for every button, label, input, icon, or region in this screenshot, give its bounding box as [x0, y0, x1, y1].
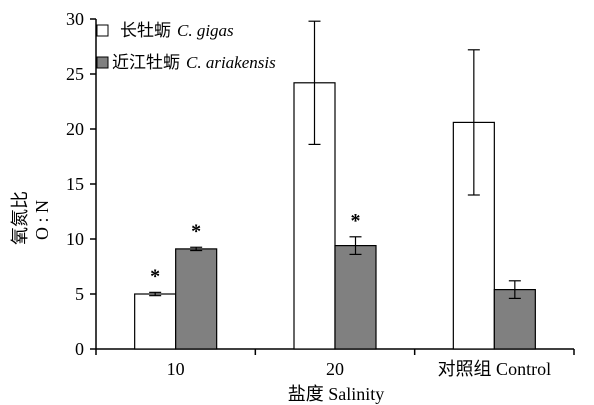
bar-s2-c3: [493, 289, 536, 350]
legend-label-series-2: 近江牡蛎 C. ariakensis: [112, 53, 276, 72]
x-axis-title: 盐度 Salinity: [288, 384, 385, 404]
y-tick-label-25: 25: [66, 64, 84, 84]
y-axis-title-line1: 氧氮比: [10, 191, 30, 245]
x-tick-label-2: 对照组 Control: [438, 359, 552, 379]
bars: * * *: [134, 20, 536, 350]
y-tick-label-15: 15: [66, 174, 84, 194]
legend-label-series-1: 长牡蛎 C. gigas: [120, 21, 234, 40]
y-tick-label-20: 20: [66, 119, 84, 139]
y-axis-title-line2: O : N: [32, 200, 52, 240]
legend-swatch-series-2: [96, 56, 109, 69]
x-tick-label-1: 20: [326, 359, 344, 379]
y-tick-label-5: 5: [75, 284, 84, 304]
significance-marker-s1-c1: *: [150, 265, 160, 287]
y-tick-label-0: 0: [75, 339, 84, 359]
legend-swatch-series-1: [96, 24, 109, 37]
bar-s2-c2: [334, 245, 377, 350]
y-tick-label-10: 10: [66, 229, 84, 249]
bar-s2-c1: [175, 248, 218, 350]
x-tick-label-0: 10: [167, 359, 185, 379]
y-tick-label-30: 30: [66, 9, 84, 29]
bar-s1-c1: [134, 293, 177, 350]
legend: 长牡蛎 C. gigas 近江牡蛎 C. ariakensis: [96, 21, 276, 72]
significance-marker-s2-c1: *: [191, 220, 201, 242]
significance-marker-s2-c2: *: [351, 210, 361, 232]
axes: 0 5 10 15 20 25 30 10 20 对照组 Control: [66, 9, 575, 379]
